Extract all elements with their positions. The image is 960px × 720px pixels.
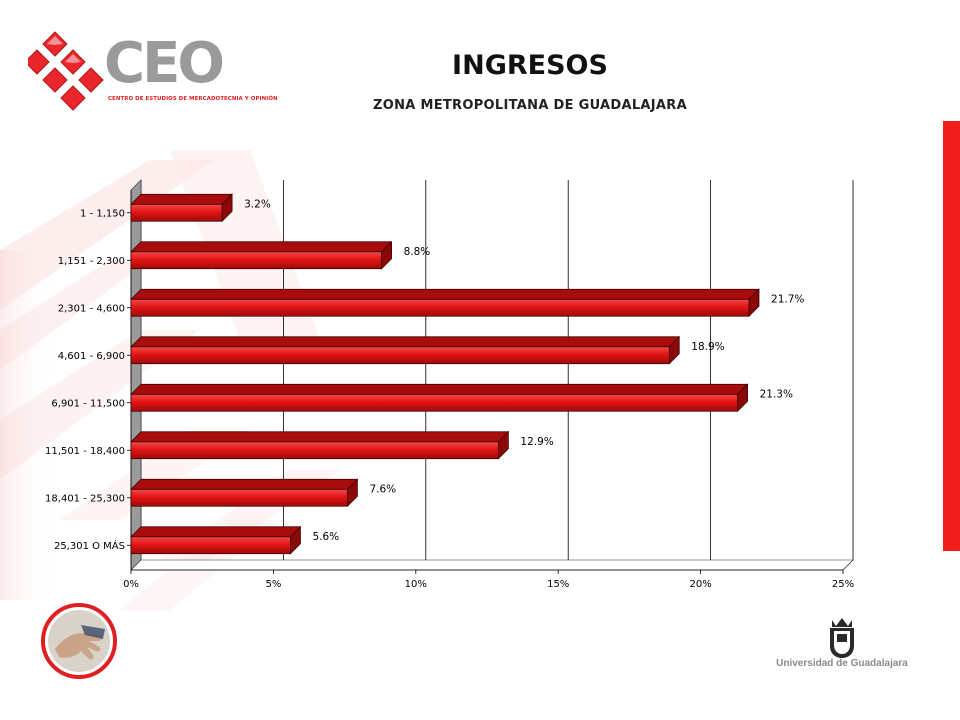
x-tick-label: 15% bbox=[547, 579, 569, 590]
bar-top bbox=[130, 288, 760, 300]
page-title: INGRESOS bbox=[452, 50, 608, 81]
chart-value-labels: 3.2% 8.8% 21.7% 18.9% 21.3% 12.9% 7.6% 5.6% bbox=[244, 198, 804, 543]
x-tick-label: 25% bbox=[832, 579, 854, 590]
bar-top bbox=[130, 193, 233, 205]
left-wall bbox=[130, 179, 142, 571]
chart-axes bbox=[127, 179, 854, 571]
x-tick-label: 10% bbox=[405, 579, 427, 590]
chart-x-tick-labels: 0% 5% 10% 15% 20% 25% bbox=[123, 579, 854, 590]
bar bbox=[130, 346, 670, 365]
bar-side bbox=[381, 240, 392, 270]
category-label: 1,151 - 2,300 bbox=[58, 256, 125, 267]
value-label: 5.6% bbox=[312, 531, 339, 543]
value-label: 18.9% bbox=[691, 341, 724, 353]
value-label: 21.7% bbox=[771, 293, 804, 305]
bar bbox=[130, 298, 750, 317]
category-label: 1 - 1,150 bbox=[80, 208, 125, 219]
udg-crest-icon bbox=[830, 618, 854, 658]
bar-side bbox=[290, 525, 301, 555]
logo-wordmark: CEO bbox=[104, 31, 225, 96]
bar-side bbox=[498, 430, 509, 460]
x-tick-label: 0% bbox=[123, 579, 139, 590]
value-label: 7.6% bbox=[369, 483, 396, 495]
bar-top bbox=[130, 431, 510, 443]
bar-side bbox=[221, 193, 233, 223]
value-label: 12.9% bbox=[520, 436, 553, 448]
bar bbox=[130, 393, 738, 412]
udg-logo: Universidad de Guadalajara bbox=[772, 614, 912, 674]
chart-category-labels: 1 - 1,150 1,151 - 2,300 2,301 - 4,600 4,601… bbox=[45, 208, 125, 552]
bar-top bbox=[130, 383, 749, 395]
bar-top bbox=[130, 478, 359, 490]
udg-name: Universidad de Guadalajara bbox=[776, 658, 908, 669]
value-label: 3.2% bbox=[244, 198, 271, 210]
hand-photo-icon bbox=[41, 603, 117, 679]
chart-gridlines bbox=[130, 180, 854, 574]
category-label: 2,301 - 4,600 bbox=[58, 303, 125, 314]
bar bbox=[130, 488, 348, 507]
accent-side-bar bbox=[943, 121, 960, 551]
bar bbox=[130, 203, 223, 222]
bar-side bbox=[347, 478, 358, 508]
ceo-logo-mark-icon bbox=[28, 31, 104, 111]
bar-top bbox=[130, 336, 681, 348]
category-label: 4,601 - 6,900 bbox=[58, 351, 125, 362]
page-subtitle: ZONA METROPOLITANA DE GUADALAJARA bbox=[373, 98, 687, 113]
ceo-logo: CEO CENTRO DE ESTUDIOS DE MERCADOTECNIA … bbox=[28, 28, 278, 114]
bar-side bbox=[668, 335, 680, 365]
value-label: 21.3% bbox=[760, 388, 793, 400]
category-label: 6,901 - 11,500 bbox=[51, 398, 125, 409]
hand-photo-badge bbox=[41, 603, 117, 679]
bar bbox=[130, 441, 499, 460]
category-label: 25,301 O MÁS bbox=[54, 539, 125, 552]
chart-bars bbox=[130, 193, 760, 555]
logo-tagline: CENTRO DE ESTUDIOS DE MERCADOTECNIA Y OP… bbox=[108, 96, 278, 102]
bar bbox=[130, 536, 291, 555]
category-label: 11,501 - 18,400 bbox=[45, 446, 125, 457]
bar-top bbox=[130, 241, 393, 253]
bar-side bbox=[748, 288, 760, 318]
floor bbox=[130, 559, 854, 571]
category-label: 18,401 - 25,300 bbox=[45, 493, 125, 504]
bar-top bbox=[130, 526, 302, 538]
value-label: 8.8% bbox=[404, 246, 431, 258]
bar bbox=[130, 251, 382, 270]
x-tick-label: 20% bbox=[689, 579, 711, 590]
x-tick-label: 5% bbox=[265, 579, 281, 590]
bar-side bbox=[737, 383, 748, 413]
